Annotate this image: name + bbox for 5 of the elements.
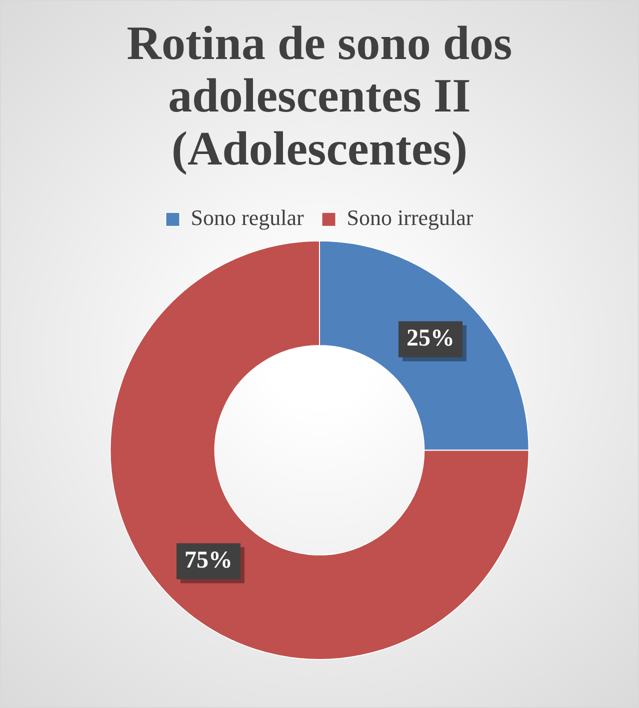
data-label: 75% xyxy=(184,547,232,574)
legend-label: Sono irregular xyxy=(346,205,474,230)
legend-label: Sono regular xyxy=(190,205,304,230)
chart-title: Rotina de sono dos adolescentes II (Adolescentes) xyxy=(126,16,512,176)
data-label: 25% xyxy=(406,325,454,352)
